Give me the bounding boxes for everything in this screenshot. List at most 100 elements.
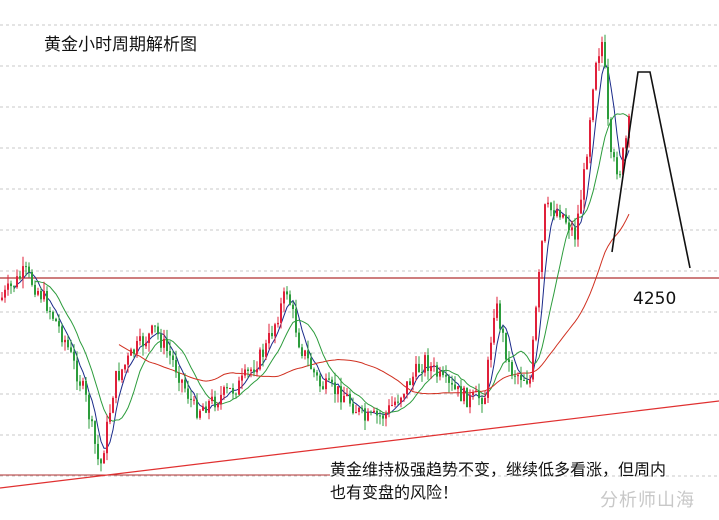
candle-body (595, 62, 597, 90)
candle-body (352, 403, 354, 414)
candle-body (589, 120, 591, 157)
candle-body (598, 56, 600, 63)
candle-body (520, 375, 522, 380)
candle-body (583, 169, 585, 200)
candle-body (604, 42, 606, 67)
candle-body (607, 67, 609, 120)
candle-body (451, 382, 453, 385)
candle-body (37, 291, 39, 295)
candle-body (622, 148, 624, 175)
candle-body (535, 307, 537, 340)
candle-body (490, 342, 492, 360)
candle-body (274, 324, 276, 337)
candle-body (370, 411, 372, 413)
candle-body (436, 365, 438, 377)
candle-body (127, 355, 129, 365)
candle-body (13, 286, 15, 288)
candle-body (100, 459, 102, 464)
candle-body (289, 294, 291, 305)
candle-body (238, 380, 240, 395)
candle-body (394, 401, 396, 405)
candle-body (76, 360, 78, 382)
candle-body (481, 398, 483, 404)
candle-body (277, 322, 279, 325)
candle-body (628, 116, 630, 139)
ma-slow-line (118, 213, 630, 395)
candle-body (253, 369, 255, 373)
candle-body (502, 328, 504, 333)
candle-body (499, 303, 501, 329)
candle-body (130, 349, 132, 356)
candle-body (172, 355, 174, 360)
candle-body (40, 291, 42, 300)
candle-body (475, 390, 477, 393)
candle-body (556, 210, 558, 217)
candle-body (244, 369, 246, 376)
candle-body (547, 202, 549, 205)
candle-body (136, 341, 138, 354)
candle-body (400, 397, 402, 403)
candle-body (259, 349, 261, 370)
candle-body (268, 333, 270, 344)
candle-body (1, 297, 3, 300)
candle-body (154, 325, 156, 327)
candle-body (4, 289, 6, 298)
candle-body (106, 421, 108, 454)
candle-body (124, 364, 126, 370)
candle-body (358, 407, 360, 412)
candle-body (160, 334, 162, 348)
candle-body (265, 343, 267, 357)
candle-body (199, 410, 201, 418)
moving-averages (13, 62, 630, 449)
candle-body (67, 339, 69, 348)
candle-body (349, 394, 351, 404)
candle-body (580, 199, 582, 214)
candle-body (496, 303, 498, 318)
candle-body (88, 394, 90, 420)
candle-body (511, 362, 513, 376)
candle-body (103, 453, 105, 464)
candle-body (187, 388, 189, 399)
candle-body (319, 375, 321, 387)
candle-body (322, 386, 324, 389)
candle-body (619, 174, 621, 176)
candle-body (379, 415, 381, 417)
candle-body (211, 396, 213, 401)
candle-body (241, 375, 243, 381)
candle-body (616, 157, 618, 175)
candle-body (49, 310, 51, 312)
analysis-note: 黄金维持极强趋势不变，继续低多看涨，但周内 也有变盘的风险！ (330, 458, 719, 504)
candle-body (61, 326, 63, 343)
candle-body (487, 359, 489, 398)
candle-body (484, 398, 486, 405)
ma-fast-line (13, 62, 630, 449)
candle-body (301, 347, 303, 356)
candle-body (316, 372, 318, 376)
candle-body (226, 387, 228, 389)
candle-body (343, 395, 345, 403)
candle-body (121, 369, 123, 380)
candle-body (424, 355, 426, 373)
candle-body (181, 379, 183, 383)
candle-body (412, 376, 414, 385)
support-trendline (0, 400, 719, 489)
candle-body (262, 349, 264, 357)
candle-body (280, 303, 282, 323)
candle-body (16, 276, 18, 288)
chart-title: 黄金小时周期解析图 (44, 35, 197, 55)
candle-body (460, 386, 462, 402)
candle-body (115, 371, 117, 398)
candle-body (526, 380, 528, 384)
candle-body (310, 358, 312, 369)
candle-body (223, 387, 225, 395)
candle-body (142, 336, 144, 347)
candle-body (175, 360, 177, 373)
candle-body (19, 276, 21, 279)
candle-body (151, 325, 153, 334)
candle-body (139, 336, 141, 341)
candle-body (361, 407, 363, 409)
candle-body (34, 284, 36, 295)
candle-body (463, 387, 465, 402)
candle-body (271, 333, 273, 337)
